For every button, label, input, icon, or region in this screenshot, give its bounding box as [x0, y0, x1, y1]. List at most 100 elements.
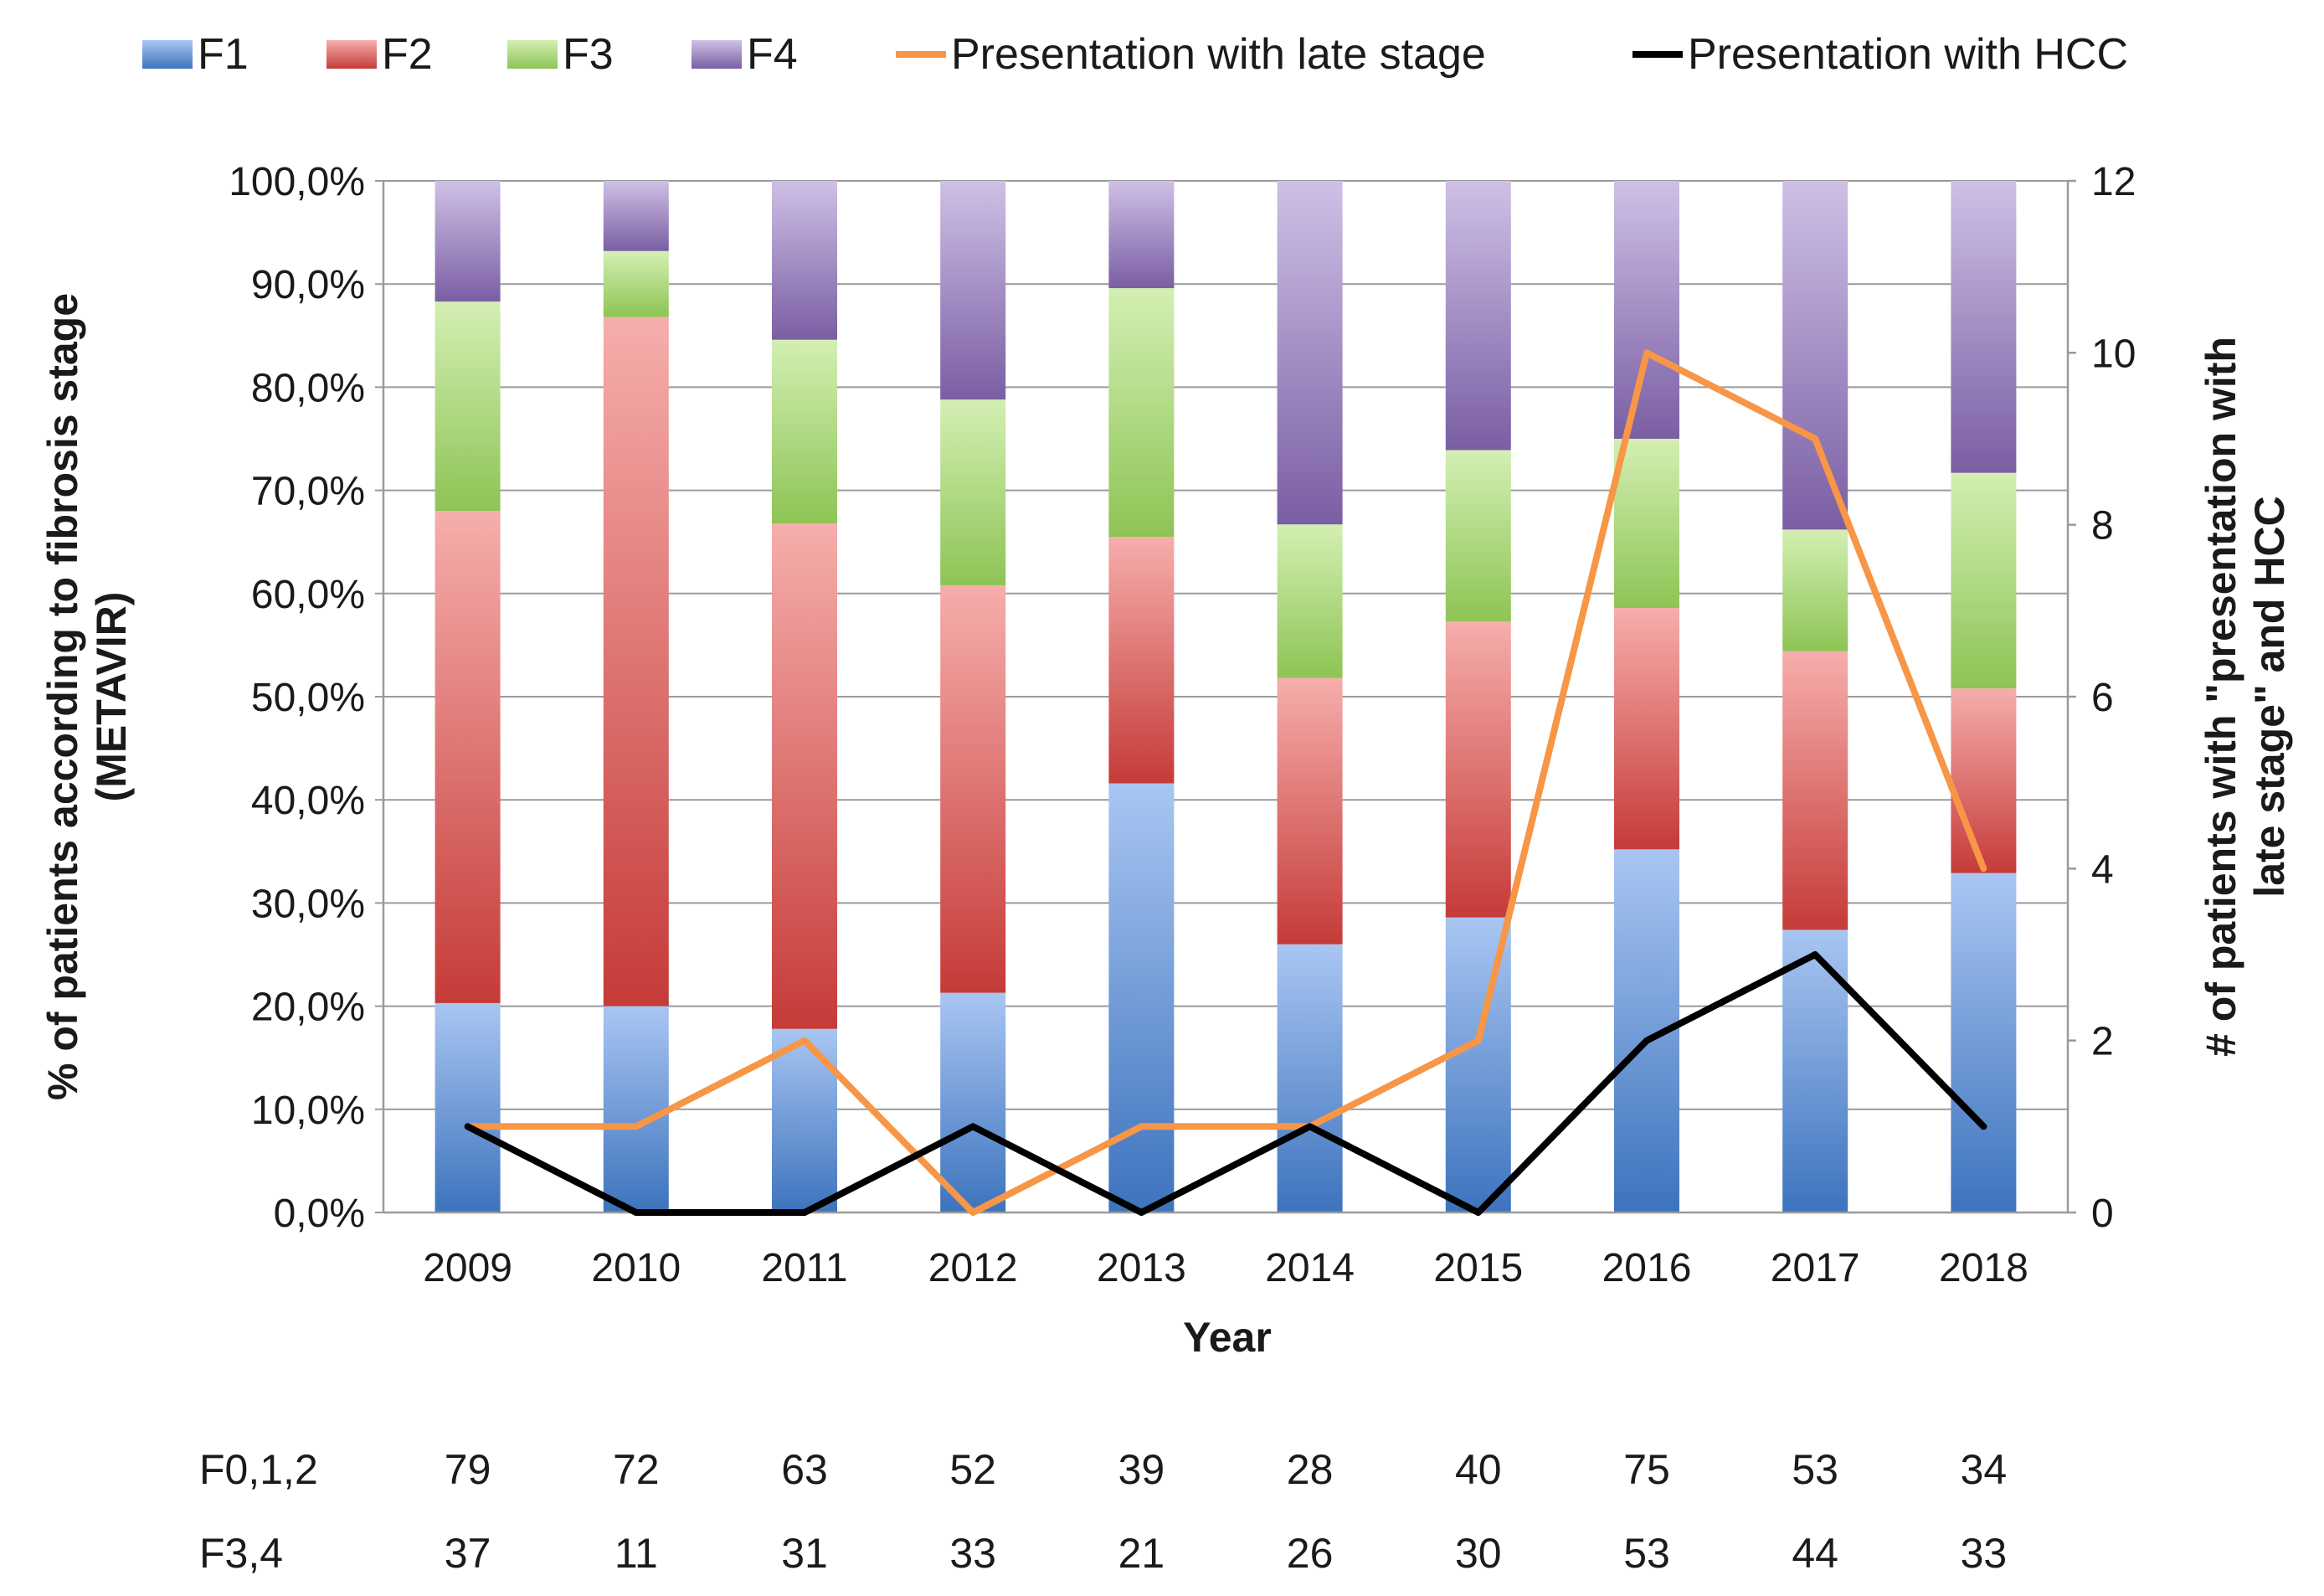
- bar-f2-2009: [434, 511, 501, 1003]
- table-cell: 33: [1961, 1530, 2008, 1577]
- bar-f2-2012: [940, 584, 1006, 993]
- y2-tick-label: 4: [2091, 847, 2114, 892]
- table-cell: 53: [1623, 1530, 1670, 1577]
- y2-tick-label: 8: [2091, 504, 2114, 548]
- bar-f1-2011: [772, 1028, 837, 1212]
- bar-f3-2012: [940, 399, 1006, 585]
- y-axis-title-line: (METAVIR): [88, 592, 135, 802]
- axis-labels: 0,0% 10,0% 20,0% 30,0% 40,0% 50,0% 60,0% 70,0% 8…: [39, 160, 2293, 1361]
- bar-f4-2013: [1108, 181, 1175, 289]
- table-cell: 75: [1623, 1446, 1670, 1493]
- legend: F1 F2 F3 F4 Presentation with late stage Pres…: [142, 30, 2128, 79]
- y-axis-title-line: % of patients according to fibrosis stag…: [39, 293, 86, 1100]
- line-presentation-with-late-stage: [464, 349, 1987, 1216]
- x-tick-label: 2009: [423, 1246, 512, 1290]
- y-tick-label: 20,0%: [251, 986, 365, 1030]
- y-tick-label: 30,0%: [251, 882, 365, 926]
- table-cell: 31: [781, 1530, 828, 1577]
- bar-f2-2018: [1951, 688, 2017, 873]
- count-table: F0,1,2 79 72 63 52 39 28 40 75 53 34 F3,4 37 11 31 33 21…: [199, 1446, 2007, 1577]
- bar-f2-2017: [1782, 651, 1848, 930]
- bar-f2-2011: [772, 523, 837, 1029]
- y2-tick-label: 0: [2091, 1192, 2114, 1236]
- bars: [434, 181, 2017, 1212]
- table-row-label: F0,1,2: [199, 1446, 318, 1493]
- y-tick-label: 80,0%: [251, 366, 365, 410]
- y-tick-label: 60,0%: [251, 573, 365, 617]
- bar-f1-2018: [1951, 873, 2017, 1212]
- table-cell: 52: [949, 1446, 996, 1493]
- legend-label: F3: [563, 30, 614, 79]
- bar-f2-2016: [1614, 608, 1679, 850]
- table-cell: 33: [949, 1530, 996, 1577]
- table-cell: 39: [1118, 1446, 1165, 1493]
- legend-swatch-f2: [326, 40, 377, 69]
- bar-f2-2014: [1277, 677, 1343, 945]
- bar-f2-2010: [603, 317, 669, 1007]
- bar-f4-2018: [1951, 181, 2017, 473]
- legend-label: F2: [382, 30, 433, 79]
- y-tick-label: 70,0%: [251, 470, 365, 514]
- bar-f3-2017: [1782, 529, 1848, 651]
- bar-f3-2015: [1445, 450, 1511, 622]
- legend-swatch-f1: [142, 40, 193, 69]
- table-cell: 21: [1118, 1530, 1165, 1577]
- bar-f2-2013: [1108, 537, 1175, 784]
- bar-f1-2015: [1445, 917, 1511, 1212]
- table-cell: 72: [613, 1446, 660, 1493]
- table-row-label: F3,4: [199, 1530, 283, 1577]
- table-cell: 11: [614, 1530, 658, 1577]
- bar-f4-2012: [940, 181, 1006, 400]
- x-tick-label: 2012: [928, 1246, 1018, 1290]
- bar-f1-2017: [1782, 929, 1848, 1212]
- x-tick-label: 2010: [591, 1246, 681, 1290]
- table-cell: 40: [1455, 1446, 1502, 1493]
- x-tick-label: 2018: [1939, 1246, 2028, 1290]
- bar-f3-2011: [772, 339, 837, 524]
- bar-f3-2016: [1614, 439, 1679, 609]
- table-cell: 44: [1792, 1530, 1838, 1577]
- table-cell: 26: [1287, 1530, 1334, 1577]
- x-tick-label: 2014: [1265, 1246, 1355, 1290]
- y-axis-title: % of patients according to fibrosis stag…: [39, 293, 135, 1100]
- bar-f4-2011: [772, 181, 837, 340]
- y2-tick-label: 10: [2091, 332, 2136, 376]
- table-cell: 79: [445, 1446, 491, 1493]
- bar-f3-2010: [603, 250, 669, 317]
- x-tick-label: 2011: [761, 1246, 847, 1290]
- x-tick-label: 2015: [1433, 1246, 1523, 1290]
- table-cell: 28: [1287, 1446, 1334, 1493]
- y2-tick-label: 12: [2091, 160, 2136, 204]
- bar-f1-2013: [1108, 783, 1175, 1212]
- bar-f4-2014: [1277, 181, 1343, 525]
- bar-f4-2015: [1445, 181, 1511, 450]
- bar-f3-2018: [1951, 472, 2017, 689]
- bar-f4-2016: [1614, 181, 1679, 439]
- line-series: [464, 349, 1987, 1216]
- y-tick-label: 90,0%: [251, 263, 365, 307]
- x-tick-label: 2013: [1097, 1246, 1186, 1290]
- legend-label: Presentation with late stage: [951, 30, 1486, 79]
- table-cell: 30: [1455, 1530, 1502, 1577]
- x-tick-label: 2016: [1602, 1246, 1692, 1290]
- table-cell: 37: [445, 1530, 491, 1577]
- y-tick-label: 10,0%: [251, 1089, 365, 1133]
- y2-axis-title-line: late stage" and HCC: [2246, 496, 2293, 897]
- table-cell: 34: [1961, 1446, 2008, 1493]
- y-tick-label: 0,0%: [274, 1192, 365, 1236]
- bar-f3-2013: [1108, 288, 1175, 538]
- table-cell: 63: [781, 1446, 828, 1493]
- bar-f4-2017: [1782, 181, 1848, 530]
- table-cell: 53: [1792, 1446, 1838, 1493]
- y2-tick-label: 6: [2091, 676, 2114, 720]
- legend-label: F1: [198, 30, 249, 79]
- y2-tick-label: 2: [2091, 1020, 2114, 1064]
- y2-axis-title-line: # of patients with "presentation with: [2198, 337, 2244, 1057]
- bar-f1-2009: [434, 1002, 501, 1212]
- bar-f1-2010: [603, 1006, 669, 1212]
- line-presentation-with-hcc: [464, 951, 1987, 1216]
- y-tick-label: 100,0%: [229, 160, 365, 204]
- legend-swatch-f3: [507, 40, 558, 69]
- y2-axis-title: # of patients with "presentation withlat…: [2198, 337, 2293, 1057]
